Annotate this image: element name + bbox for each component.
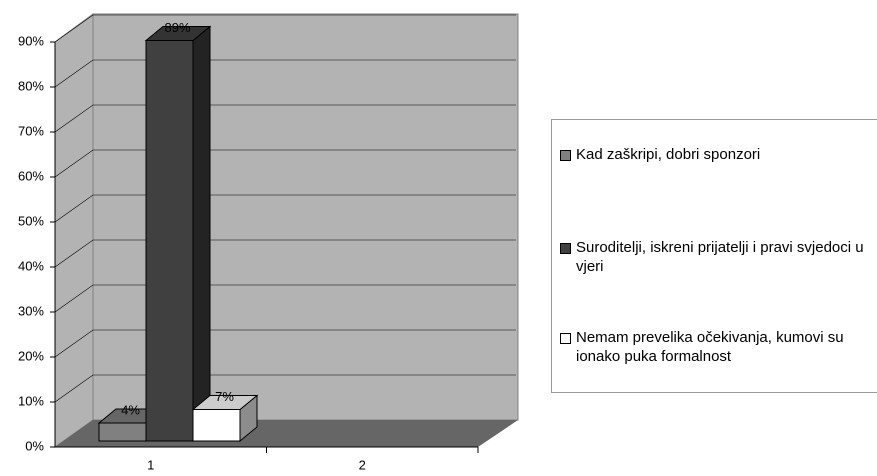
x-tick-label: 2	[359, 457, 366, 472]
legend-label: Nemam prevelika očekivanja, kumovi su io…	[576, 329, 844, 365]
legend-swatch	[560, 150, 571, 161]
legend: Kad zaškripi, dobri sponzori Suroditelji,…	[551, 119, 877, 393]
legend-item: Kad zaškripi, dobri sponzori	[560, 145, 877, 164]
legend-item: Nemam prevelika očekivanja, kumovi su io…	[560, 328, 877, 366]
legend-swatch	[560, 243, 571, 254]
grid-line	[54, 59, 516, 88]
grid-line	[54, 374, 516, 403]
y-tick-label: 0%	[25, 438, 44, 453]
y-tick-label: 70%	[18, 123, 44, 138]
grid-line	[54, 104, 516, 133]
bar	[145, 40, 194, 442]
y-tick-label: 50%	[18, 213, 44, 228]
grid-line	[54, 194, 516, 223]
legend-swatch	[560, 333, 571, 344]
bar-side	[192, 25, 211, 443]
grid-line	[54, 14, 516, 43]
legend-label: Kad zaškripi, dobri sponzori	[576, 146, 761, 163]
y-tick-label: 10%	[18, 393, 44, 408]
y-tick-label: 40%	[18, 258, 44, 273]
legend-item: Suroditelji, iskreni prijatelji i pravi …	[560, 238, 877, 276]
y-tick-label: 90%	[18, 33, 44, 48]
data-label: 7%	[215, 389, 234, 404]
grid-line	[54, 149, 516, 178]
y-tick-label: 30%	[18, 303, 44, 318]
grid-line	[54, 284, 516, 313]
data-label: 4%	[121, 402, 140, 417]
bar	[98, 422, 147, 442]
grid-line	[54, 329, 516, 358]
side-wall	[54, 13, 94, 448]
y-tick-label: 80%	[18, 78, 44, 93]
data-label: 89%	[164, 20, 190, 35]
y-tick-label: 20%	[18, 348, 44, 363]
y-tick-label: 60%	[18, 168, 44, 183]
legend-label: Suroditelji, iskreni prijatelji i pravi …	[576, 239, 864, 275]
x-tick-label: 1	[147, 457, 154, 472]
bar	[192, 409, 241, 442]
grid-line	[54, 239, 516, 268]
